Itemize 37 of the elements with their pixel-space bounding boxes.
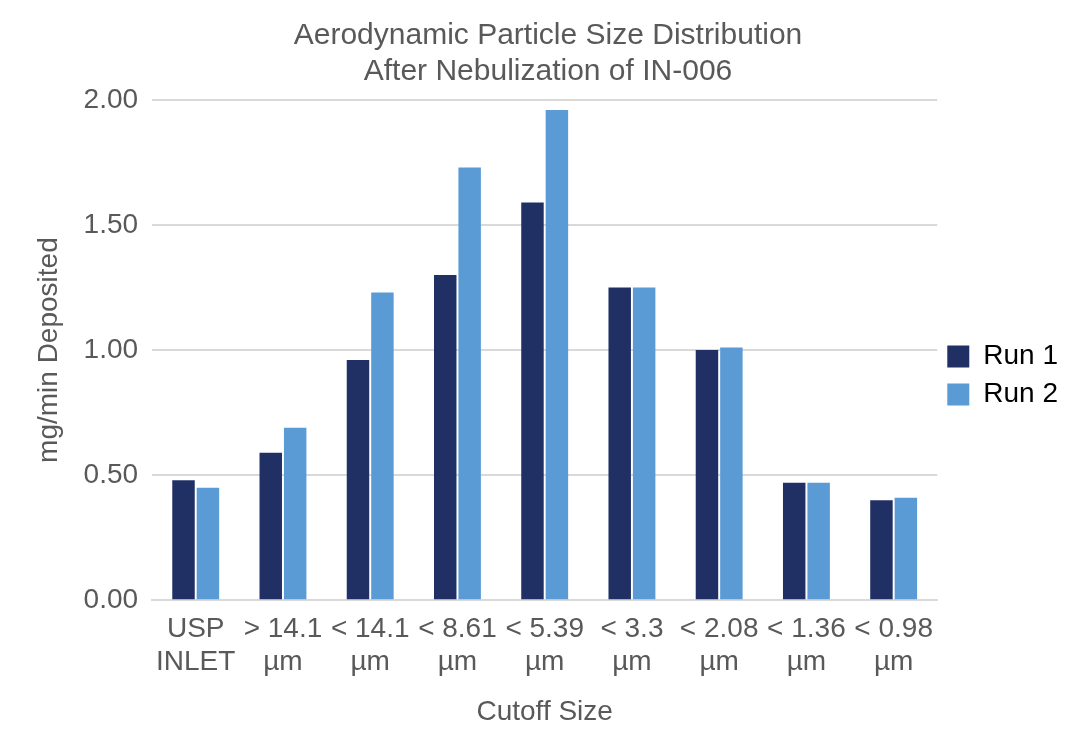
bar xyxy=(608,287,631,600)
bar xyxy=(521,202,544,600)
y-axis-title: mg/min Deposited xyxy=(31,237,63,463)
y-tick-label: 1.50 xyxy=(83,207,139,239)
bar xyxy=(545,110,569,600)
bar xyxy=(720,347,743,600)
x-tick-label: < 0.98 µm xyxy=(854,611,933,677)
bar xyxy=(632,287,656,600)
x-tick-label: < 2.08 µm xyxy=(679,611,759,677)
bar xyxy=(782,482,806,600)
y-tick-label: 2.00 xyxy=(83,82,139,114)
legend-label: Run 1 xyxy=(983,339,1058,371)
y-tick-label: 1.00 xyxy=(83,332,139,364)
chart-title: Aerodynamic Particle Size Distribution After Nebulization of IN-006 xyxy=(293,17,803,87)
bar xyxy=(371,292,394,600)
x-tick-label: < 3.3 µm xyxy=(600,611,664,677)
bar xyxy=(807,482,830,600)
y-tick-label: 0.50 xyxy=(83,457,139,489)
bar xyxy=(283,427,307,600)
bar xyxy=(346,360,370,600)
bar xyxy=(695,350,719,600)
x-tick-label: < 5.39 µm xyxy=(505,611,585,677)
x-tick-label: USP INLET xyxy=(156,611,236,677)
bar xyxy=(894,497,918,600)
x-tick-label: < 8.61 µm xyxy=(418,611,497,677)
bar xyxy=(172,480,195,600)
bar xyxy=(458,167,481,600)
bar xyxy=(196,487,220,600)
bar xyxy=(259,452,282,600)
bar xyxy=(870,500,893,600)
x-tick-label: < 1.36 µm xyxy=(767,611,846,677)
x-tick-label: < 14.1 µm xyxy=(330,611,410,677)
legend-label: Run 2 xyxy=(983,377,1058,409)
bar xyxy=(434,275,457,600)
x-axis-title: Cutoff Size xyxy=(476,694,613,726)
y-tick-label: 0.00 xyxy=(83,582,139,614)
x-tick-label: > 14.1 µm xyxy=(243,611,323,677)
